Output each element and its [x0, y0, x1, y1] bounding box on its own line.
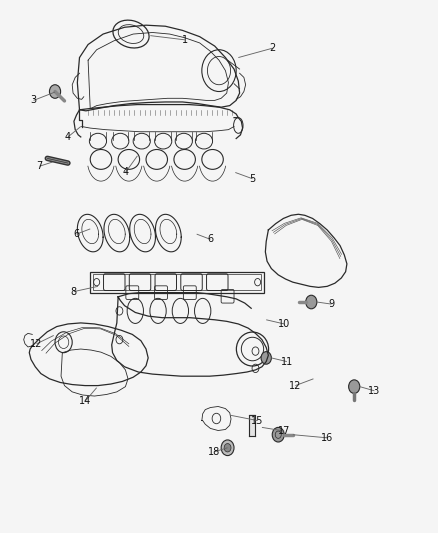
Text: 11: 11 [281, 357, 293, 367]
Text: 9: 9 [328, 299, 335, 309]
Text: 4: 4 [65, 132, 71, 142]
Text: 12: 12 [289, 381, 302, 391]
Text: 16: 16 [321, 433, 333, 443]
Text: 1: 1 [182, 35, 188, 45]
Text: 18: 18 [208, 447, 220, 457]
Text: 7: 7 [36, 161, 42, 171]
Text: 17: 17 [278, 426, 290, 436]
Text: 4: 4 [122, 167, 128, 177]
Text: 13: 13 [368, 386, 381, 396]
Text: 6: 6 [207, 235, 213, 244]
Bar [93, 274, 261, 290]
Text: 8: 8 [71, 287, 77, 296]
Circle shape [221, 440, 234, 456]
Text: 15: 15 [251, 416, 264, 425]
Circle shape [224, 443, 231, 452]
Text: 14: 14 [79, 396, 91, 406]
Circle shape [49, 85, 60, 98]
Bar [90, 272, 264, 293]
Text: 12: 12 [30, 339, 43, 349]
Circle shape [272, 427, 284, 442]
Circle shape [306, 295, 317, 309]
Text: 3: 3 [31, 95, 37, 106]
Text: 10: 10 [278, 319, 290, 329]
Text: 2: 2 [269, 43, 276, 53]
Circle shape [349, 380, 360, 393]
Text: 5: 5 [249, 174, 256, 184]
Text: 6: 6 [74, 229, 80, 239]
Circle shape [261, 352, 272, 364]
